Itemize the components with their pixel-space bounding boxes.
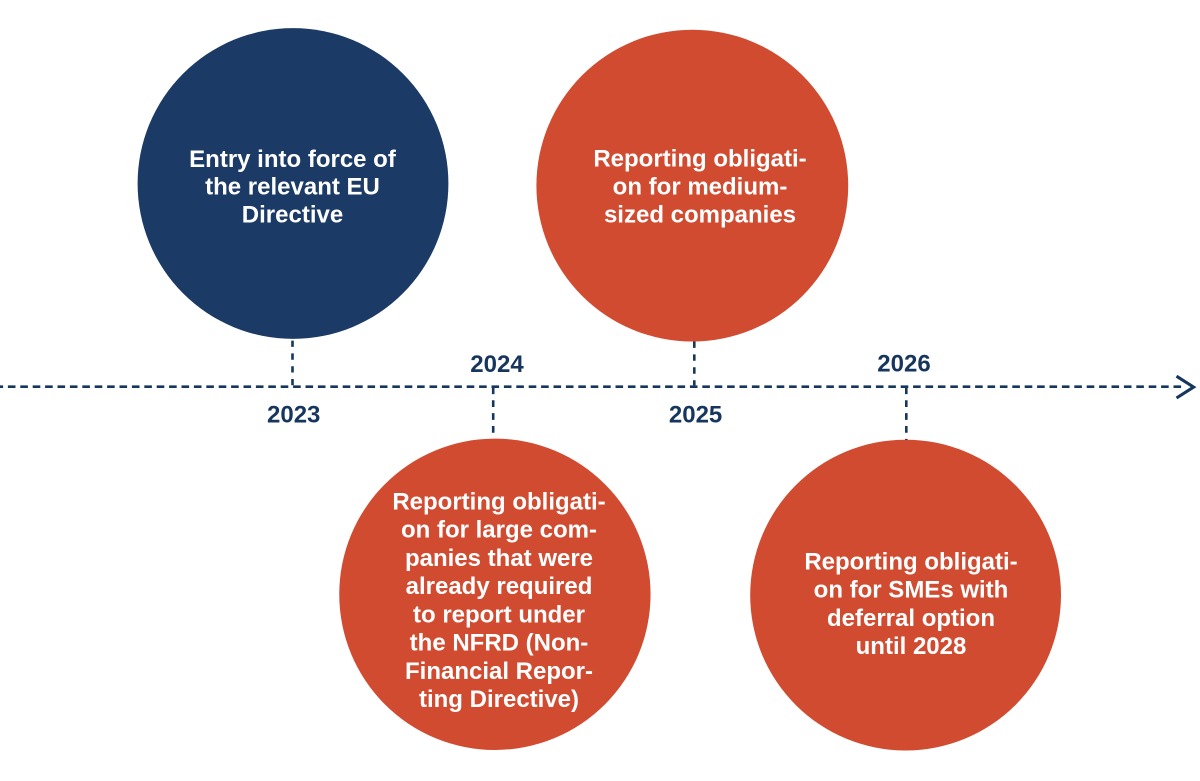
svg-text:ting Directive): ting Directive) [419,686,579,713]
svg-text:Reporting obligati-: Reporting obligati- [593,146,806,173]
svg-text:already required: already required [406,573,593,600]
svg-text:on for SMEs with: on for SMEs with [814,577,1009,604]
svg-text:2023: 2023 [267,402,320,429]
svg-text:panies that were: panies that were [405,545,593,572]
svg-text:on for large com-: on for large com- [401,517,597,544]
svg-text:to report under: to report under [413,601,585,628]
svg-text:2024: 2024 [470,351,524,378]
svg-text:Directive: Directive [242,201,343,228]
svg-text:the NFRD (Non-: the NFRD (Non- [410,630,589,657]
svg-text:2026: 2026 [877,350,930,377]
svg-text:the relevant EU: the relevant EU [205,174,380,201]
svg-text:Reporting obligati-: Reporting obligati- [804,548,1017,575]
svg-text:sized companies: sized companies [604,201,796,228]
svg-text:Reporting obligati-: Reporting obligati- [392,488,605,515]
svg-text:2025: 2025 [669,401,722,428]
svg-text:on for medium-: on for medium- [613,174,788,201]
svg-text:until 2028: until 2028 [856,633,967,660]
svg-text:Entry into force of: Entry into force of [189,146,397,173]
svg-text:deferral option: deferral option [827,605,995,632]
svg-text:Financial Repor-: Financial Repor- [405,658,593,685]
